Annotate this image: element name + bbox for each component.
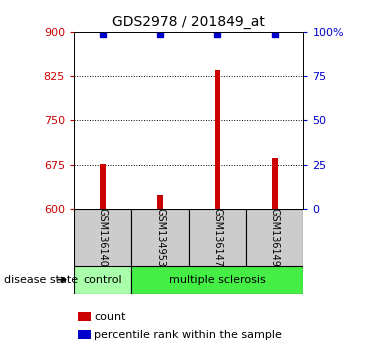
- Text: disease state: disease state: [4, 275, 78, 285]
- Bar: [131, 266, 303, 294]
- Bar: [100, 164, 105, 209]
- Bar: [157, 195, 163, 209]
- Text: GSM134953: GSM134953: [155, 208, 165, 267]
- Bar: [189, 209, 246, 266]
- Text: percentile rank within the sample: percentile rank within the sample: [94, 330, 282, 339]
- Bar: [131, 209, 189, 266]
- Bar: [272, 158, 278, 209]
- Text: control: control: [83, 275, 122, 285]
- Text: multiple sclerosis: multiple sclerosis: [169, 275, 266, 285]
- Bar: [74, 209, 131, 266]
- Text: count: count: [94, 312, 126, 322]
- Text: GSM136140: GSM136140: [98, 208, 108, 267]
- Text: GSM136149: GSM136149: [270, 208, 280, 267]
- Bar: [74, 266, 131, 294]
- Bar: [215, 70, 220, 209]
- Text: GSM136147: GSM136147: [212, 208, 222, 267]
- Bar: [246, 209, 303, 266]
- Title: GDS2978 / 201849_at: GDS2978 / 201849_at: [112, 16, 265, 29]
